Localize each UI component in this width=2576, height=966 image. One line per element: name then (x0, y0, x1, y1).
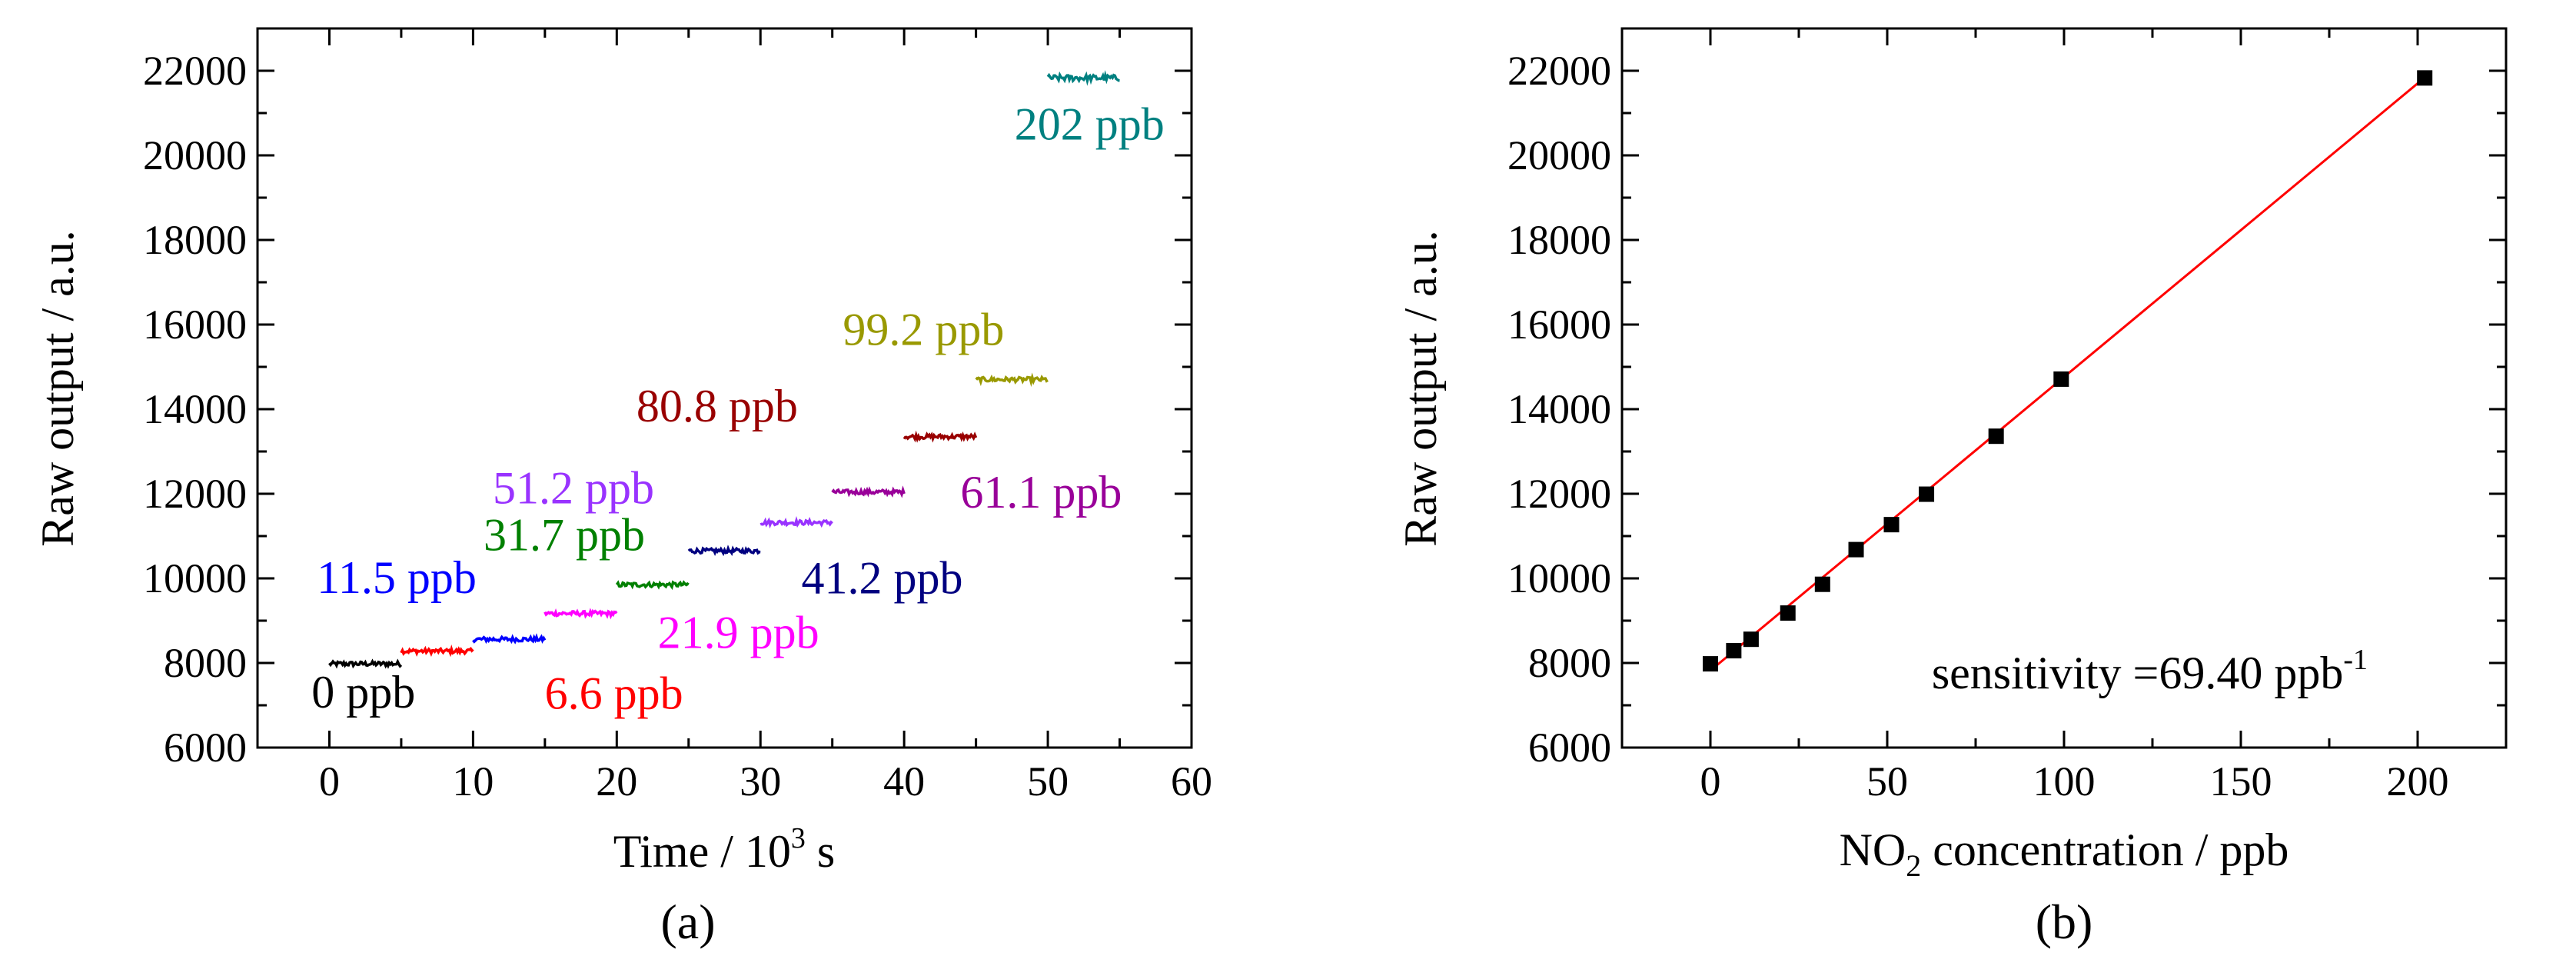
series-label: 41.2 ppb (802, 552, 963, 603)
series-99-2-ppb: 99.2 ppb (843, 305, 1049, 388)
data-point (1703, 656, 1718, 672)
panel-a-label: (a) (660, 894, 715, 949)
panel-b-ytick-label: 10000 (1507, 555, 1611, 601)
panel-a-xtick-label: 60 (1171, 758, 1212, 804)
data-point (1883, 517, 1900, 533)
series-51-2-ppb: 51.2 ppb (493, 462, 833, 529)
panel-b-xlabel-pre: NO (1840, 824, 1906, 875)
panel-b-ytick-label: 20000 (1507, 132, 1611, 178)
series-41-2-ppb: 41.2 ppb (687, 545, 963, 603)
series-label: 0 ppb (311, 667, 415, 718)
panel-a-xlabel-sup: 3 (791, 822, 806, 854)
series-61-1-ppb: 61.1 ppb (831, 467, 1122, 518)
panel-b-ytick-label: 16000 (1507, 301, 1611, 348)
data-point (1814, 576, 1830, 592)
panel-b-xtick-label: 200 (2387, 758, 2449, 804)
series-line (472, 633, 547, 645)
series-label: 6.6 ppb (545, 668, 683, 719)
series-label: 51.2 ppb (493, 462, 654, 513)
series-line (1046, 70, 1120, 86)
panel-b-ytick-label: 14000 (1507, 386, 1611, 432)
panel-a-ytick-label: 12000 (143, 471, 247, 517)
panel-b-annotation: sensitivity =69.40 ppb-1 (1932, 644, 2368, 698)
panel-a-xlabel-main: Time / 10 (613, 826, 791, 877)
series-21-9-ppb: 21.9 ppb (543, 608, 819, 658)
panel-b-xtick-label: 50 (1866, 758, 1908, 804)
series-6-6-ppb: 6.6 ppb (400, 644, 683, 719)
panel-b-xtick-label: 0 (1700, 758, 1721, 804)
panel-a-frame (256, 27, 1193, 749)
series-line (543, 608, 618, 620)
data-point (1988, 428, 2004, 445)
series-line (687, 545, 761, 557)
panel-a-ytick-label: 6000 (164, 724, 247, 771)
data-point (1726, 643, 1742, 659)
series-80-8-ppb: 80.8 ppb (637, 381, 978, 443)
panel-a-xtick-label: 0 (319, 758, 340, 804)
panel-b-ytick-label: 6000 (1528, 724, 1611, 771)
panel-a-ytick-label: 8000 (164, 640, 247, 686)
series-line (975, 372, 1049, 388)
panel-b-xlabel-sub: 2 (1906, 848, 1921, 883)
series-line (615, 580, 690, 591)
panel-a-xtick-label: 50 (1027, 758, 1069, 804)
series-line (902, 430, 978, 443)
panel-b-ytick-label: 8000 (1528, 640, 1611, 686)
panel-a-xtick-label: 10 (452, 758, 494, 804)
panel-a-ytick-label: 14000 (143, 386, 247, 432)
series-label: 202 ppb (1015, 98, 1165, 149)
data-point (1919, 486, 1935, 502)
series-0-ppb: 0 ppb (311, 658, 415, 718)
series-label: 21.9 ppb (658, 608, 819, 658)
data-point (1848, 541, 1864, 558)
data-point (2417, 70, 2433, 86)
series-label: 99.2 ppb (843, 305, 1004, 355)
series-line (831, 485, 906, 498)
panel-a-xtick-label: 20 (596, 758, 637, 804)
data-point (2053, 371, 2069, 387)
panel-b-xlabel-post: concentration / ppb (1921, 824, 2288, 875)
panel-a-ytick-label: 10000 (143, 555, 247, 601)
panel-a-ytick-label: 18000 (143, 217, 247, 263)
panel-a-ytick-label: 20000 (143, 132, 247, 178)
series-label: 80.8 ppb (637, 381, 798, 431)
series-line (760, 516, 833, 529)
panel-b-annotation-sup: -1 (2343, 644, 2368, 676)
data-point (1780, 605, 1796, 621)
panel-a-xtick-label: 40 (883, 758, 925, 804)
panel-b-xlabel: NO2 concentration / ppb (1840, 824, 2289, 883)
panel-b-chart: 6000800010000120001400016000180002000022… (1395, 27, 2508, 949)
panel-b-ytick-label: 12000 (1507, 471, 1611, 517)
series-line (400, 644, 474, 658)
series-label: 11.5 ppb (317, 552, 477, 603)
panel-a-chart: 6000 8000 10000 12000 14000 16000 18000 20000 22… (32, 27, 1212, 949)
panel-b-xtick-label: 150 (2210, 758, 2272, 804)
panel-a-ylabel: Raw output / a.u. (32, 230, 83, 547)
panel-a-ytick-label: 22000 (143, 48, 247, 94)
panel-b-ytick-label: 18000 (1507, 217, 1611, 263)
series-label: 31.7 ppb (484, 509, 645, 560)
panel-a-xlabel-tail: s (806, 826, 835, 877)
series-202-ppb: 202 ppb (1015, 70, 1165, 149)
panel-a-ytick-label: 16000 (143, 301, 247, 348)
panel-b-label: (b) (2036, 894, 2093, 949)
panel-a-xtick-label: 30 (740, 758, 781, 804)
series-31-7-ppb: 31.7 ppb (484, 509, 690, 591)
panel-b-xtick-label: 100 (2033, 758, 2096, 804)
panel-b-annotation-main: sensitivity =69.40 ppb (1932, 648, 2344, 698)
data-point (1743, 631, 1759, 648)
series-11-5-ppb: 11.5 ppb (317, 552, 547, 645)
panel-b-ylabel: Raw output / a.u. (1395, 230, 1446, 547)
panel-a-xlabel: Time / 103 s (613, 822, 836, 877)
series-label: 61.1 ppb (960, 467, 1122, 518)
series-line (328, 658, 403, 669)
panel-b-ytick-label: 22000 (1507, 48, 1611, 94)
